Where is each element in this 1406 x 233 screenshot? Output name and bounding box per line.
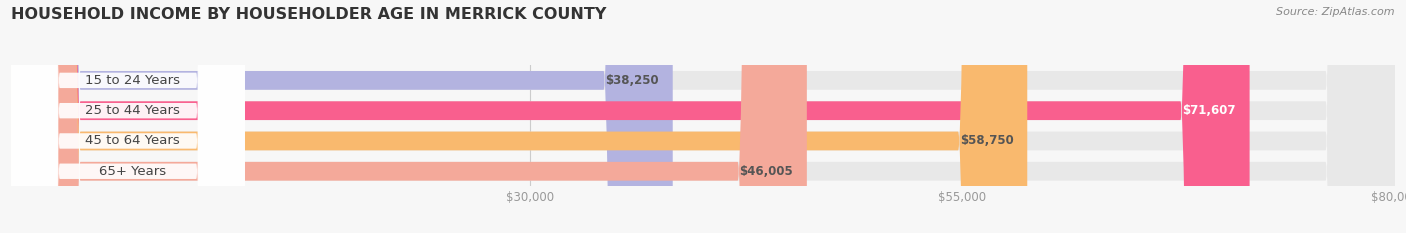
FancyBboxPatch shape	[11, 0, 1395, 233]
FancyBboxPatch shape	[11, 0, 1250, 233]
Text: 65+ Years: 65+ Years	[98, 165, 166, 178]
FancyBboxPatch shape	[11, 0, 1028, 233]
Text: HOUSEHOLD INCOME BY HOUSEHOLDER AGE IN MERRICK COUNTY: HOUSEHOLD INCOME BY HOUSEHOLDER AGE IN M…	[11, 7, 606, 22]
FancyBboxPatch shape	[11, 0, 1395, 233]
Text: 15 to 24 Years: 15 to 24 Years	[86, 74, 180, 87]
FancyBboxPatch shape	[11, 0, 672, 233]
FancyBboxPatch shape	[11, 0, 1395, 233]
FancyBboxPatch shape	[11, 0, 245, 233]
FancyBboxPatch shape	[11, 0, 1395, 233]
Text: $71,607: $71,607	[1182, 104, 1236, 117]
Text: 45 to 64 Years: 45 to 64 Years	[86, 134, 180, 147]
Text: Source: ZipAtlas.com: Source: ZipAtlas.com	[1277, 7, 1395, 17]
FancyBboxPatch shape	[11, 0, 245, 233]
FancyBboxPatch shape	[11, 0, 807, 233]
FancyBboxPatch shape	[11, 0, 245, 233]
Text: $46,005: $46,005	[740, 165, 793, 178]
FancyBboxPatch shape	[11, 0, 245, 233]
Text: $58,750: $58,750	[960, 134, 1014, 147]
Text: $38,250: $38,250	[605, 74, 659, 87]
Text: 25 to 44 Years: 25 to 44 Years	[86, 104, 180, 117]
